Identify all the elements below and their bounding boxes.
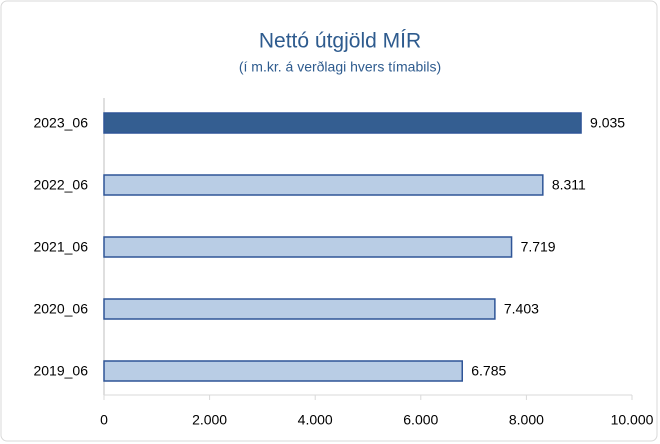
bar <box>103 174 544 196</box>
bar <box>103 298 496 320</box>
bar <box>103 112 582 134</box>
value-label: 8.311 <box>552 177 586 193</box>
value-label: 6.785 <box>471 363 506 379</box>
y-tick-label: 2022_06 <box>33 177 88 193</box>
x-tick-label: 0 <box>100 412 108 428</box>
y-tick-label: 2020_06 <box>33 301 88 317</box>
bar <box>103 360 463 382</box>
y-tick-label: 2019_06 <box>33 363 88 379</box>
x-tick-label: 6.000 <box>403 412 438 428</box>
chart-title: Nettó útgjöld MÍR <box>259 30 421 53</box>
value-label: 9.035 <box>590 115 625 131</box>
y-tick-label: 2023_06 <box>33 115 88 131</box>
x-tick-label: 2.000 <box>192 412 227 428</box>
y-tick-label: 2021_06 <box>33 239 88 255</box>
value-label: 7.403 <box>504 301 539 317</box>
value-label: 7.719 <box>521 239 556 255</box>
bar <box>103 236 513 258</box>
x-tick-label: 4.000 <box>298 412 333 428</box>
x-tick-label: 8.000 <box>509 412 544 428</box>
x-tick-label: 10.000 <box>611 412 654 428</box>
chart-subtitle: (í m.kr. á verðlagi hvers tímabils) <box>239 59 441 75</box>
